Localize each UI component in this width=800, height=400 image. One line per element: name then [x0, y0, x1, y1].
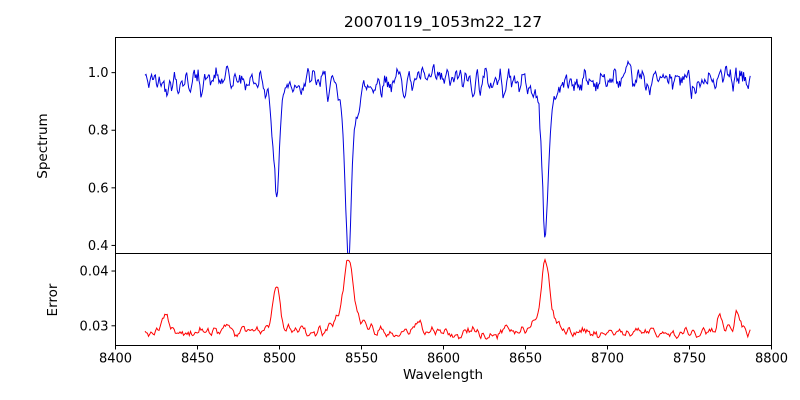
spectrum-y-axis-label: Spectrum: [35, 113, 51, 178]
error-line: [144, 258, 751, 341]
y-tick-label: 0.03: [80, 319, 109, 334]
x-tick-label: 8450: [181, 352, 214, 367]
x-tick-label: 8800: [755, 352, 788, 367]
x-tick-label: 8400: [99, 352, 132, 367]
spectrum-panel-frame: [115, 37, 772, 254]
y-tick-label: 0.6: [88, 181, 109, 196]
x-tick-label: 8550: [345, 352, 378, 367]
plot-title: 20070119_1053m22_127: [344, 13, 542, 32]
x-tick-label: 8750: [673, 352, 706, 367]
error-y-axis-ticks: 0.03 0.04: [80, 265, 116, 334]
y-tick-label: 0.8: [88, 124, 109, 139]
y-tick-label: 0.04: [80, 265, 109, 280]
y-tick-label: 1.0: [88, 66, 109, 81]
x-tick-label: 8700: [591, 352, 624, 367]
y-tick-label: 0.4: [88, 239, 109, 254]
x-tick-label: 8500: [263, 352, 296, 367]
spectrum-line: [144, 59, 751, 254]
x-tick-label: 8650: [509, 352, 542, 367]
plot-area: 8400 8450 8500 8550 8600 8650 8700 8750 88000.40…: [80, 37, 788, 367]
x-tick-label: 8600: [427, 352, 460, 367]
spectrum-y-axis-ticks: 0.4 0.6 0.8 1.0: [88, 66, 116, 254]
x-axis-ticks: 8400 8450 8500 8550 8600 8650 8700 8750 8800: [99, 345, 788, 367]
x-axis-label: Wavelength: [403, 367, 483, 383]
error-y-axis-label: Error: [45, 283, 61, 316]
